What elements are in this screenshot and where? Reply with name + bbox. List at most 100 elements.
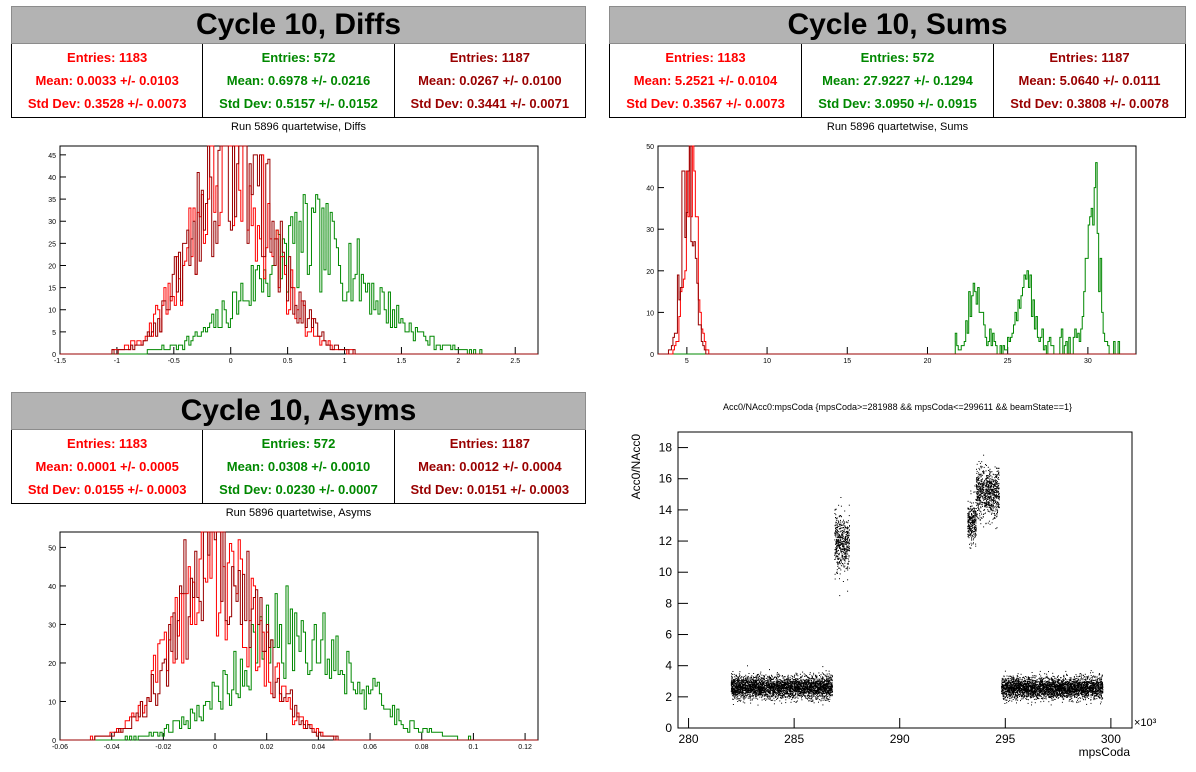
scatter-point: [733, 685, 734, 686]
scatter-point: [839, 567, 841, 569]
scatter-point: [784, 676, 786, 678]
scatter-point: [975, 534, 977, 536]
scatter-point: [775, 695, 777, 697]
scatter-point: [976, 468, 977, 470]
scatter-point: [976, 470, 978, 472]
scatter-point: [787, 685, 789, 687]
scatter-point: [732, 699, 734, 700]
scatter-point: [818, 678, 820, 680]
scatter-point: [812, 699, 814, 701]
scatter-point: [995, 488, 997, 490]
scatter-point: [749, 685, 750, 687]
scatter-point: [731, 678, 733, 680]
scatter-point: [971, 521, 973, 523]
scatter-point: [757, 674, 758, 676]
scatter-point: [837, 561, 839, 563]
scatter-point: [803, 692, 805, 694]
scatter-point: [985, 495, 987, 497]
scatter-point: [970, 516, 972, 518]
scatter-point: [841, 555, 843, 557]
scatter-point: [831, 684, 833, 686]
scatter-point: [736, 695, 738, 697]
scatter-point: [989, 478, 991, 480]
scatter-point: [783, 684, 785, 686]
scatter-point: [799, 695, 801, 697]
scatter-point: [826, 681, 828, 683]
scatter-point: [969, 508, 971, 510]
scatter-point: [990, 475, 992, 477]
scatter-point: [766, 685, 768, 687]
scatter-point: [972, 509, 974, 510]
scatter-point: [744, 693, 746, 695]
scatter-point: [730, 690, 732, 692]
scatter-point: [972, 510, 974, 512]
scatter-point: [996, 497, 997, 499]
scatter-point: [769, 686, 771, 688]
scatter-point: [763, 686, 765, 688]
scatter-point: [820, 682, 821, 683]
scatter-point: [785, 687, 786, 688]
scatter-point: [823, 695, 825, 697]
scatter-point: [787, 689, 789, 691]
scatter-point: [732, 686, 734, 688]
scatter-point: [798, 688, 800, 690]
scatter-point: [981, 489, 983, 491]
scatter-point: [845, 541, 847, 543]
scatter-point: [967, 515, 969, 517]
scatter-point: [983, 471, 985, 472]
scatter-point: [747, 689, 749, 690]
scatter-point: [806, 686, 808, 688]
scatter-point: [777, 685, 779, 686]
scatter-point: [753, 686, 755, 688]
scatter-point: [749, 690, 751, 692]
scatter-point: [768, 683, 770, 685]
scatter-point: [790, 691, 792, 693]
scatter-point: [775, 685, 777, 687]
scatter-point: [809, 691, 811, 693]
stat-mean: Mean: 0.6978 +/- 0.0216: [226, 73, 371, 88]
scatter-point: [978, 483, 979, 485]
scatter-point: [777, 676, 779, 678]
scatter-point: [809, 687, 811, 689]
scatter-point: [792, 689, 794, 691]
scatter-point: [826, 684, 828, 686]
scatter-point: [804, 680, 806, 682]
asyms-title: Cycle 10, Asyms: [11, 392, 586, 430]
scatter-point: [845, 548, 847, 550]
scatter-point: [770, 678, 772, 679]
scatter-point: [763, 675, 765, 677]
scatter-point: [845, 521, 847, 523]
scatter-point: [980, 499, 982, 501]
scatter-point: [990, 483, 991, 485]
scatter-point: [789, 692, 791, 694]
scatter-point: [746, 695, 748, 697]
scatter-point: [840, 539, 841, 541]
scatter-point: [811, 675, 813, 677]
scatter-point: [830, 679, 832, 681]
scatter-point: [758, 692, 760, 694]
scatter-point: [996, 527, 998, 529]
scatter-point: [779, 688, 781, 690]
scatter-point: [840, 505, 842, 507]
scatter-point: [972, 522, 973, 524]
scatter-point: [969, 516, 971, 518]
scatter-point: [739, 685, 741, 687]
scatter-point: [755, 680, 757, 682]
scatter-point: [978, 489, 980, 491]
scatter-point: [737, 698, 739, 700]
scatter-point: [754, 689, 756, 690]
scatter-point: [772, 688, 774, 690]
scatter-point: [975, 517, 977, 519]
scatter-point: [803, 695, 805, 696]
scatter-point: [846, 552, 848, 554]
scatter-point: [847, 562, 849, 564]
scatter-point: [789, 689, 790, 691]
scatter-point: [785, 679, 787, 681]
scatter-point: [748, 691, 749, 693]
scatter-point: [741, 682, 743, 684]
scatter-point: [739, 674, 741, 676]
scatter-point: [974, 520, 976, 522]
scatter-point: [787, 690, 789, 692]
scatter-point: [998, 485, 1000, 486]
scatter-point: [840, 563, 842, 565]
